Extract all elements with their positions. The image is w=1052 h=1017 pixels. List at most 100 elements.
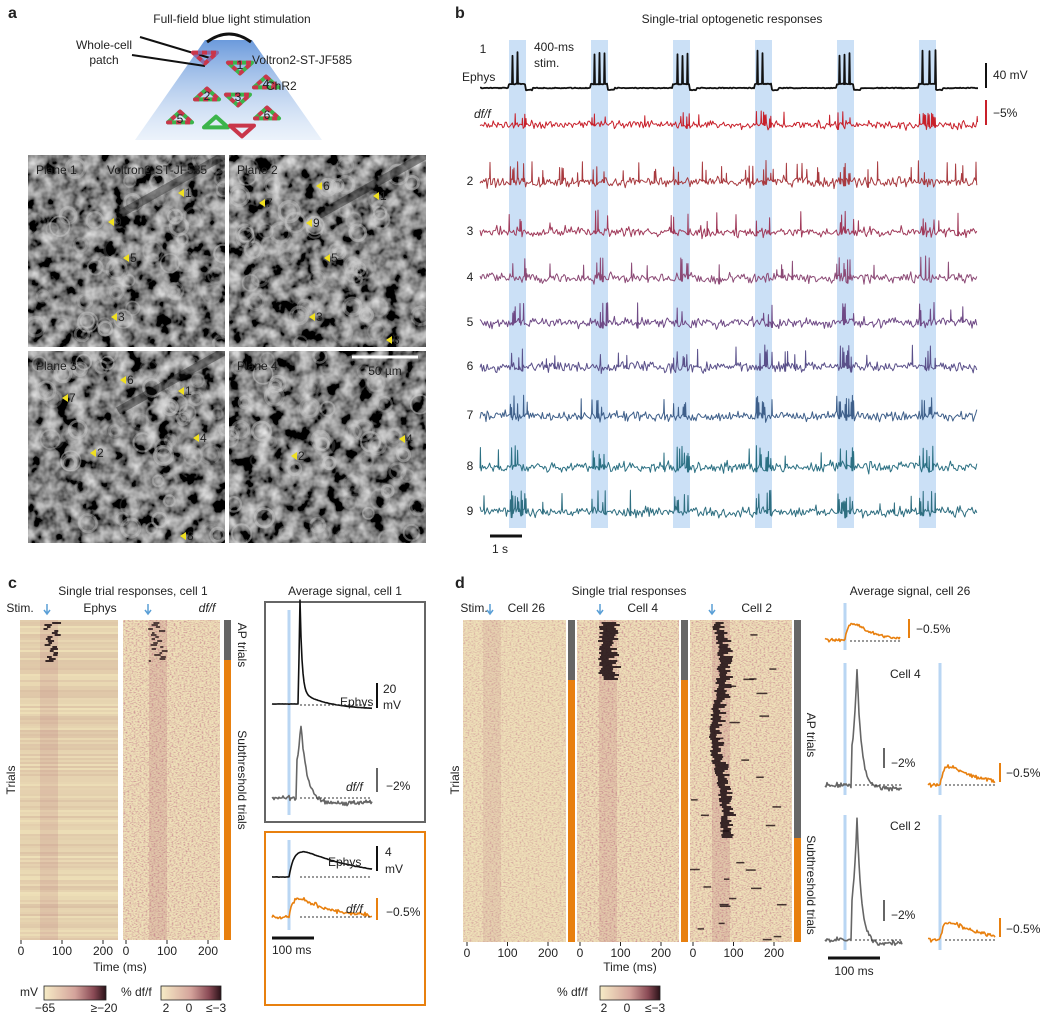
stim-arrow	[144, 604, 152, 616]
heatmap-event	[712, 748, 721, 750]
panel-title: Single trial responses	[572, 584, 687, 598]
heatmap-row	[20, 924, 118, 926]
heatmap-event	[52, 622, 62, 624]
cell-ring	[313, 434, 336, 457]
heatmap-row	[20, 824, 118, 826]
heatmap-row	[20, 816, 118, 818]
heatmap-event	[718, 794, 727, 796]
response-band	[599, 620, 617, 942]
cell-ring	[396, 447, 412, 463]
trial-group-label: Subthreshold trials	[804, 835, 818, 934]
cell-ring	[340, 474, 364, 497]
heatmap-event	[721, 796, 732, 798]
box	[264, 601, 426, 823]
cell-ring	[159, 253, 181, 274]
heatmap-label: df/f	[199, 601, 217, 615]
marker	[386, 336, 392, 344]
cell-ring	[342, 474, 360, 492]
heatmap-event	[710, 754, 723, 756]
marker-label: 3	[118, 310, 125, 324]
heatmap-row	[20, 772, 118, 774]
marker-label: 1	[185, 384, 192, 398]
cell-ring	[176, 232, 189, 246]
cell-ring	[298, 396, 321, 419]
cell-number: 5	[177, 112, 184, 126]
heatmap-event	[161, 650, 168, 652]
heatmap-row	[20, 712, 118, 714]
cell-ring	[230, 420, 251, 440]
heatmap-event	[709, 734, 717, 736]
marker	[259, 199, 265, 207]
heatmap-row	[20, 938, 118, 940]
colorbar-tick: 0	[624, 1001, 631, 1015]
cell-ring	[269, 221, 292, 244]
marker-label: 4	[200, 431, 207, 445]
trial-group-bar	[568, 620, 575, 680]
cell-shape	[202, 114, 230, 130]
heatmap-row	[20, 898, 118, 900]
heatmap-event	[599, 664, 613, 666]
cell-ring	[229, 496, 243, 513]
cell-ring	[64, 157, 87, 180]
row-trace	[479, 302, 978, 330]
x-tick-label: 100	[723, 946, 743, 960]
heatmap-event	[716, 688, 725, 690]
heatmap-event	[697, 928, 705, 930]
cell-ring	[167, 208, 184, 225]
colorbar-tick: 2	[601, 1001, 608, 1015]
heatmap-row	[20, 922, 118, 924]
heatmap-event	[711, 752, 718, 754]
scale-bar-label: −0.5%	[386, 905, 421, 919]
pipette-shadow	[116, 155, 225, 219]
cell-ring	[251, 420, 272, 442]
cell-ring	[336, 175, 356, 195]
cell-ring	[178, 404, 197, 422]
cell-ring	[354, 257, 377, 279]
avg-trace	[824, 668, 903, 792]
cell-ring	[352, 419, 375, 442]
stim-label: Stim.	[6, 601, 33, 615]
heatmap	[20, 620, 118, 940]
diagram-title: Full-field blue light stimulation	[153, 12, 310, 26]
heatmap-event	[713, 624, 721, 626]
row-trace	[479, 394, 978, 423]
heatmap-row	[20, 626, 118, 628]
heatmap-event	[720, 830, 729, 832]
heatmap-event	[602, 634, 616, 636]
heatmap-event	[599, 628, 616, 630]
cell-ring	[153, 444, 175, 466]
heatmap-event	[712, 710, 721, 712]
opsin-label: ChR2	[266, 79, 297, 93]
objective	[206, 32, 252, 44]
heatmap-event	[718, 670, 731, 672]
image-background	[229, 351, 426, 543]
heatmap-row	[20, 672, 118, 674]
heatmap-event	[599, 652, 618, 654]
heatmap-event	[710, 750, 721, 752]
heatmap-event	[710, 714, 720, 716]
heatmap-row	[20, 716, 118, 718]
heatmap-event	[43, 628, 48, 630]
heatmap-event	[598, 672, 616, 674]
heatmap-event	[50, 648, 58, 650]
cell-ring	[351, 272, 364, 286]
x-tick-label: 200	[538, 946, 558, 960]
heatmap-row	[20, 802, 118, 804]
marker	[90, 449, 96, 457]
heatmap-event	[713, 712, 727, 714]
cell-ring	[103, 237, 126, 261]
cell-ring	[151, 474, 165, 488]
cell-ring	[400, 468, 415, 483]
cell-ring	[107, 424, 122, 438]
heatmap-row	[20, 702, 118, 704]
cell-ring	[237, 395, 252, 410]
heatmap-row	[20, 762, 118, 764]
heatmap-row	[20, 888, 118, 890]
cell-ring	[183, 455, 199, 471]
heatmap-event	[157, 640, 163, 642]
cell-ring	[257, 223, 274, 239]
heatmap-row	[20, 860, 118, 862]
cell-ring	[73, 325, 91, 343]
marker-label: 9	[313, 216, 320, 230]
cell-ring	[28, 212, 46, 234]
